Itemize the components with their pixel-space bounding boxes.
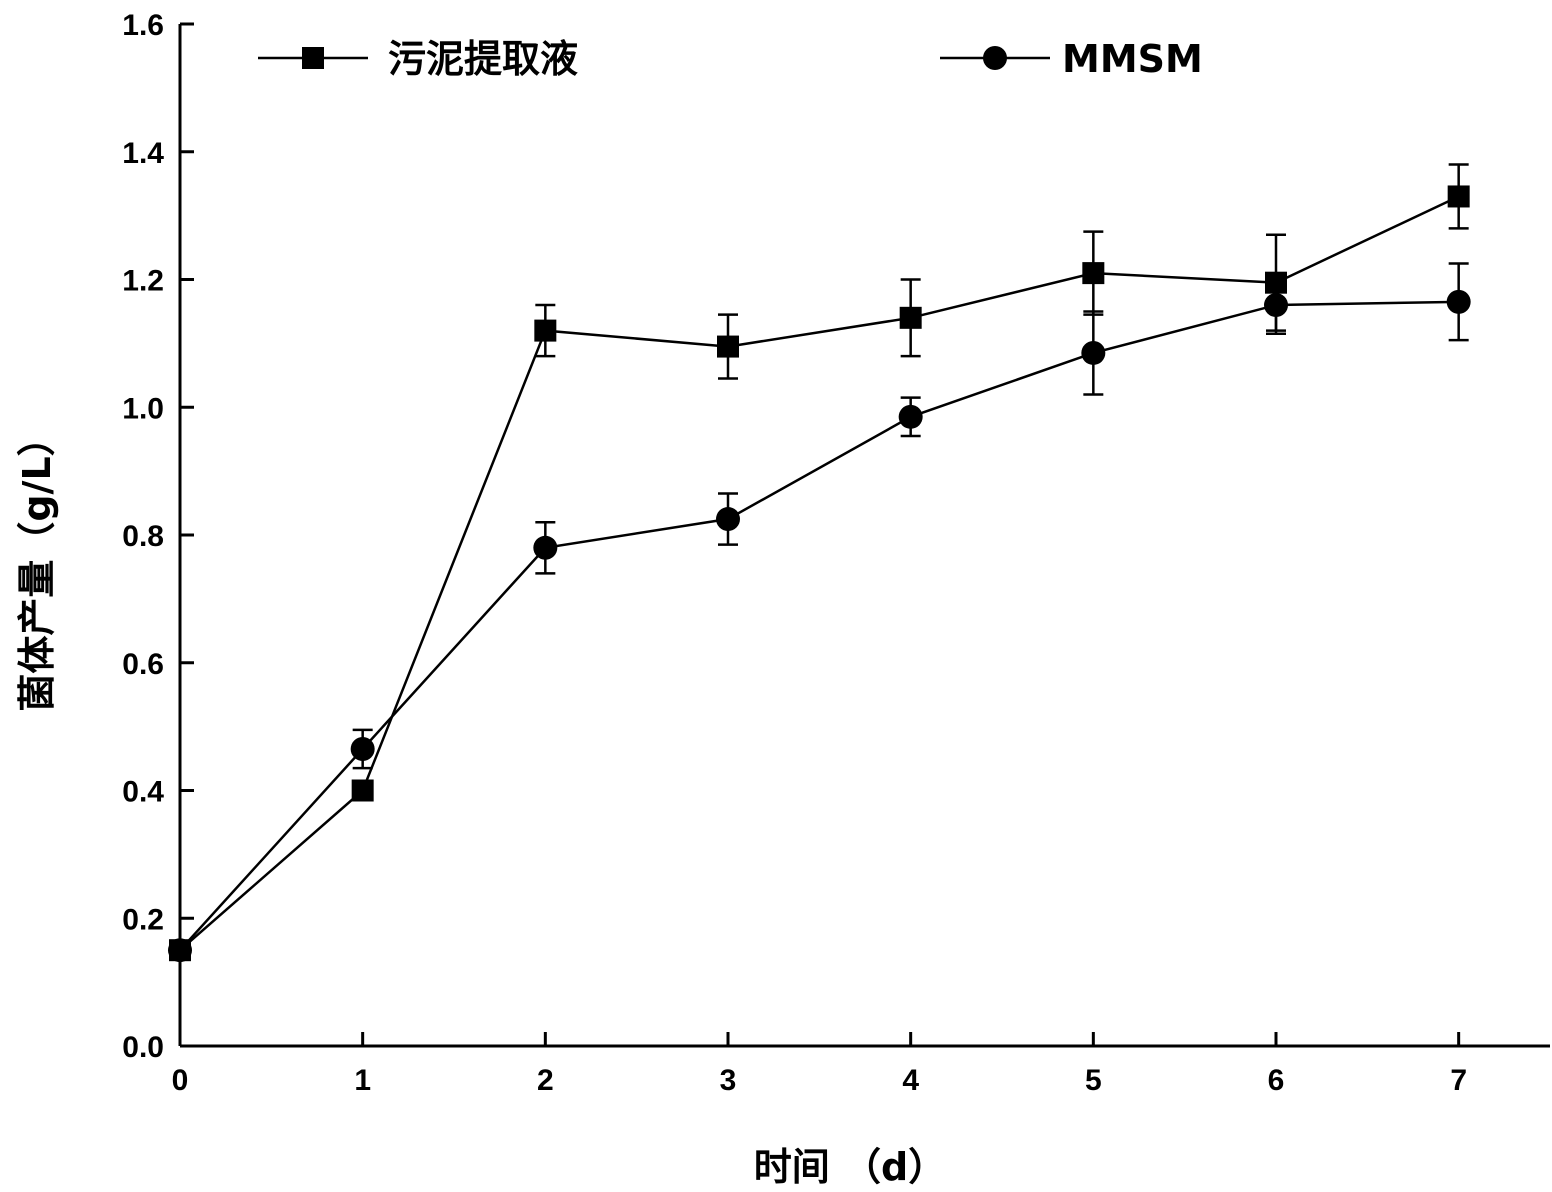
series-layer <box>168 163 1471 963</box>
x-axis-title: 时间 （d） <box>754 1145 946 1189</box>
legend: 污泥提取液 MMSM <box>258 37 1203 81</box>
data-point-square <box>534 319 557 342</box>
y-tick-label: 0.0 <box>122 1031 164 1064</box>
x-tick-label: 7 <box>1450 1064 1467 1097</box>
y-axis-title: 菌体产量（g/L） <box>15 418 59 711</box>
data-point-square <box>899 306 922 329</box>
legend-item-1: 污泥提取液 <box>258 37 578 81</box>
data-point-square <box>717 335 739 358</box>
x-tick-label: 3 <box>720 1064 737 1097</box>
data-point-circle <box>350 736 375 761</box>
y-tick-label: 0.2 <box>122 903 164 936</box>
x-tick-label: 0 <box>172 1064 189 1097</box>
data-point-circle <box>898 404 923 429</box>
data-point-circle <box>716 507 740 532</box>
data-point-square <box>1082 262 1105 285</box>
legend-label: MMSM <box>1062 37 1203 81</box>
series-line <box>179 300 1459 952</box>
data-point-circle <box>533 535 558 560</box>
y-tick-label: 1.4 <box>122 137 164 170</box>
data-point-square <box>1447 185 1470 208</box>
legend-marker-circle <box>983 46 1007 70</box>
x-tick-label: 5 <box>1085 1064 1102 1097</box>
y-tick-label: 0.6 <box>122 648 164 681</box>
data-point-square <box>351 779 374 802</box>
ticks: 0 1 2 3 4 5 6 7 0.0 0.2 0.4 0.6 0.8 1.0 1.2 1.4 1.6 <box>122 9 1467 1097</box>
axes <box>178 24 1550 1048</box>
y-tick-label: 1.6 <box>122 9 164 42</box>
legend-marker-square <box>302 47 324 69</box>
data-point-circle <box>1264 293 1288 318</box>
data-point-circle <box>168 938 192 963</box>
y-tick-label: 1.0 <box>122 392 164 425</box>
data-point-circle <box>1446 289 1471 314</box>
y-tick-label: 0.4 <box>122 776 164 809</box>
x-tick-label: 1 <box>354 1064 371 1097</box>
x-tick-label: 4 <box>902 1064 919 1097</box>
x-tick-label: 2 <box>537 1064 554 1097</box>
x-tick-label: 6 <box>1268 1064 1285 1097</box>
y-tick-label: 1.2 <box>122 265 164 298</box>
series-2 <box>168 262 1471 963</box>
data-point-circle <box>1081 340 1106 365</box>
legend-label: 污泥提取液 <box>388 37 578 81</box>
legend-item-2: MMSM <box>940 37 1203 81</box>
y-tick-label: 0.8 <box>122 520 164 553</box>
series-1 <box>169 163 1470 962</box>
